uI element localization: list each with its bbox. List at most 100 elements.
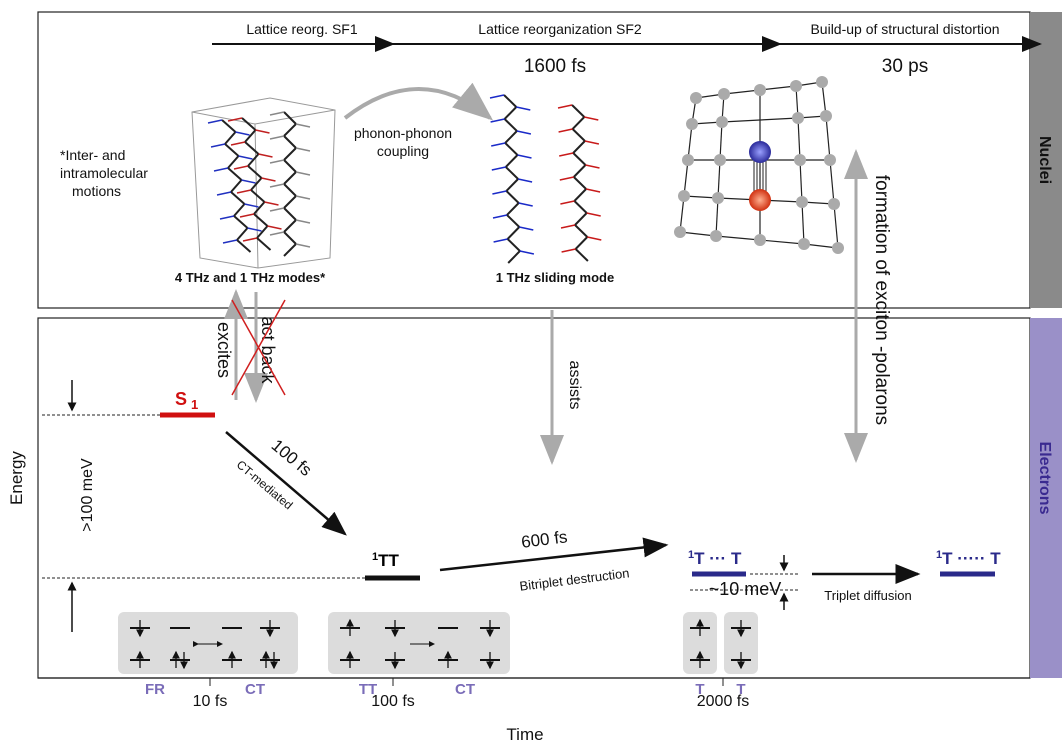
bond xyxy=(244,129,257,143)
bond xyxy=(573,188,587,202)
transition xyxy=(439,537,669,572)
displacement xyxy=(236,189,252,194)
bond xyxy=(283,123,297,137)
transition-label: Bitriplet destruction xyxy=(519,565,631,593)
lattice-site xyxy=(790,80,802,92)
lattice-bond xyxy=(801,201,805,245)
displacement xyxy=(233,165,249,170)
duration: 1600 fs xyxy=(524,56,586,77)
displacement xyxy=(269,231,285,236)
note: intramolecular xyxy=(60,165,148,181)
displacement xyxy=(584,140,600,145)
lattice-site xyxy=(674,226,686,238)
lattice-bond xyxy=(687,123,693,161)
displacement xyxy=(585,188,601,193)
level-text: T ····· T xyxy=(942,549,1001,568)
bond xyxy=(283,147,297,161)
hole xyxy=(749,189,771,211)
bond xyxy=(506,226,521,240)
displacement xyxy=(295,171,311,176)
coupling: phonon-phonon xyxy=(354,125,452,141)
displacement xyxy=(584,116,599,121)
displacement xyxy=(295,219,311,224)
lattice-site xyxy=(690,92,702,104)
level-text: T ··· T xyxy=(694,549,742,568)
displacement xyxy=(216,191,232,196)
cross xyxy=(231,299,286,396)
displacement xyxy=(491,142,506,147)
state-label: CT xyxy=(455,681,475,698)
lattice-site xyxy=(714,154,726,166)
bond xyxy=(505,154,519,168)
lattice-site xyxy=(828,198,840,210)
bond xyxy=(227,167,243,181)
bond xyxy=(283,183,297,197)
displacement xyxy=(517,178,533,183)
lattice-bond xyxy=(829,159,835,205)
electron xyxy=(749,141,771,163)
displacement xyxy=(557,104,573,109)
lattice-site xyxy=(798,238,810,250)
level-label: 1TT xyxy=(372,551,400,570)
x-tick-label: 10 fs xyxy=(193,693,228,710)
displacement xyxy=(247,227,262,232)
level-text: S xyxy=(175,389,187,409)
displacement xyxy=(493,238,508,243)
displacement xyxy=(244,203,259,208)
bond xyxy=(504,130,518,144)
displacement xyxy=(235,131,250,136)
bond xyxy=(572,152,587,166)
transition-time: 600 fs xyxy=(520,527,568,552)
level-sup: 1 xyxy=(688,549,694,561)
lattice-bond xyxy=(797,117,801,161)
displacement xyxy=(295,243,311,248)
displacement xyxy=(238,155,253,160)
lattice-site xyxy=(682,154,694,166)
displacement xyxy=(561,248,576,253)
y-label: Energy xyxy=(7,451,26,505)
bond xyxy=(504,142,519,156)
bond xyxy=(573,200,588,214)
bond xyxy=(256,225,269,239)
bond xyxy=(283,135,297,149)
states xyxy=(118,612,758,674)
displacement xyxy=(267,225,282,230)
interaction: assists xyxy=(566,361,583,410)
x-label: Time xyxy=(506,725,543,744)
lattice-bond xyxy=(721,119,761,123)
nuclei-bar xyxy=(1030,12,1062,308)
state-label: CT xyxy=(245,681,265,698)
lattice-site xyxy=(710,230,722,242)
interaction: excites xyxy=(214,322,234,378)
x-tick-label: 2000 fs xyxy=(697,693,749,710)
electrons-label: Electrons xyxy=(1036,442,1053,515)
displacement xyxy=(295,195,311,200)
displacement xyxy=(269,135,285,140)
bond xyxy=(503,118,518,132)
displacement xyxy=(587,236,602,241)
displacement xyxy=(516,130,532,135)
transition xyxy=(225,431,347,536)
electrons-bar xyxy=(1030,318,1062,678)
displacement xyxy=(241,179,256,184)
bond xyxy=(256,237,272,251)
lattice-bond xyxy=(759,117,799,121)
lattice-bond xyxy=(679,195,685,233)
lattice-site xyxy=(824,154,836,166)
lattice-bond xyxy=(833,203,839,249)
lattice-bond xyxy=(717,159,721,199)
displacement xyxy=(489,94,505,99)
lattice-site xyxy=(754,234,766,246)
bond xyxy=(247,165,263,179)
displacement xyxy=(519,226,534,231)
displacement xyxy=(230,141,246,146)
lattice-site xyxy=(712,192,724,204)
mode-label: 4 THz and 1 THz modes* xyxy=(175,270,326,285)
displacement xyxy=(219,215,235,220)
displacement xyxy=(492,190,507,195)
bond xyxy=(571,116,586,130)
bond xyxy=(503,94,517,108)
displacement xyxy=(269,159,285,164)
displacement xyxy=(586,212,601,217)
bond xyxy=(227,155,240,169)
